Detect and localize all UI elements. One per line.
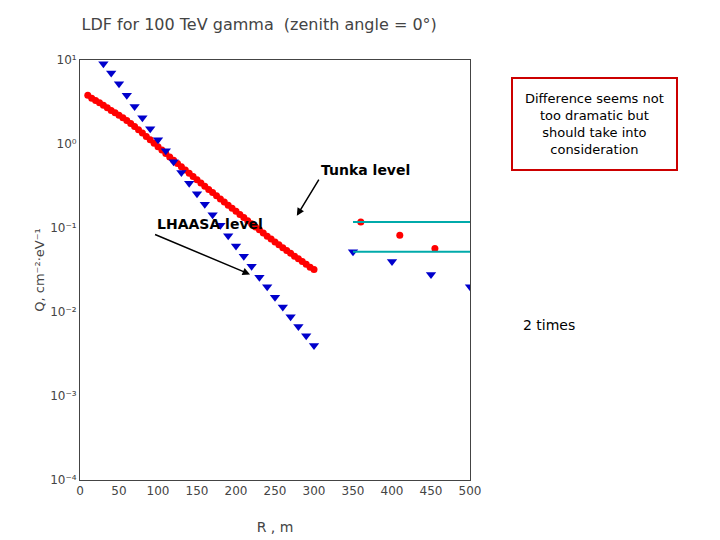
svg-text:500: 500 [459, 484, 482, 498]
svg-text:10⁰: 10⁰ [57, 137, 77, 151]
svg-text:Difference seems nottoo dramat: Difference seems nottoo dramatic butshou… [525, 91, 664, 157]
svg-text:150: 150 [186, 484, 209, 498]
svg-text:250: 250 [264, 484, 287, 498]
svg-text:R , m: R , m [257, 519, 294, 535]
svg-text:450: 450 [420, 484, 443, 498]
svg-text:400: 400 [381, 484, 404, 498]
svg-text:350: 350 [342, 484, 365, 498]
svg-text:200: 200 [225, 484, 248, 498]
svg-text:LDF for 100 TeV gamma (zenith: LDF for 100 TeV gamma (zenith angle = 0°… [82, 15, 437, 34]
svg-text:10⁻³: 10⁻³ [50, 389, 77, 403]
svg-text:0: 0 [76, 484, 84, 498]
svg-text:Q, cm⁻²·eV⁻¹: Q, cm⁻²·eV⁻¹ [32, 228, 47, 311]
svg-text:300: 300 [303, 484, 326, 498]
svg-text:10¹: 10¹ [57, 53, 77, 67]
svg-text:10⁻⁴: 10⁻⁴ [50, 473, 77, 487]
svg-text:LHAASA level: LHAASA level [157, 216, 263, 232]
svg-text:50: 50 [111, 484, 126, 498]
svg-text:10⁻²: 10⁻² [50, 305, 77, 319]
svg-text:Tunka level: Tunka level [321, 162, 410, 178]
svg-text:2 times: 2 times [523, 317, 575, 333]
svg-text:10⁻¹: 10⁻¹ [50, 221, 77, 235]
svg-text:100: 100 [147, 484, 170, 498]
